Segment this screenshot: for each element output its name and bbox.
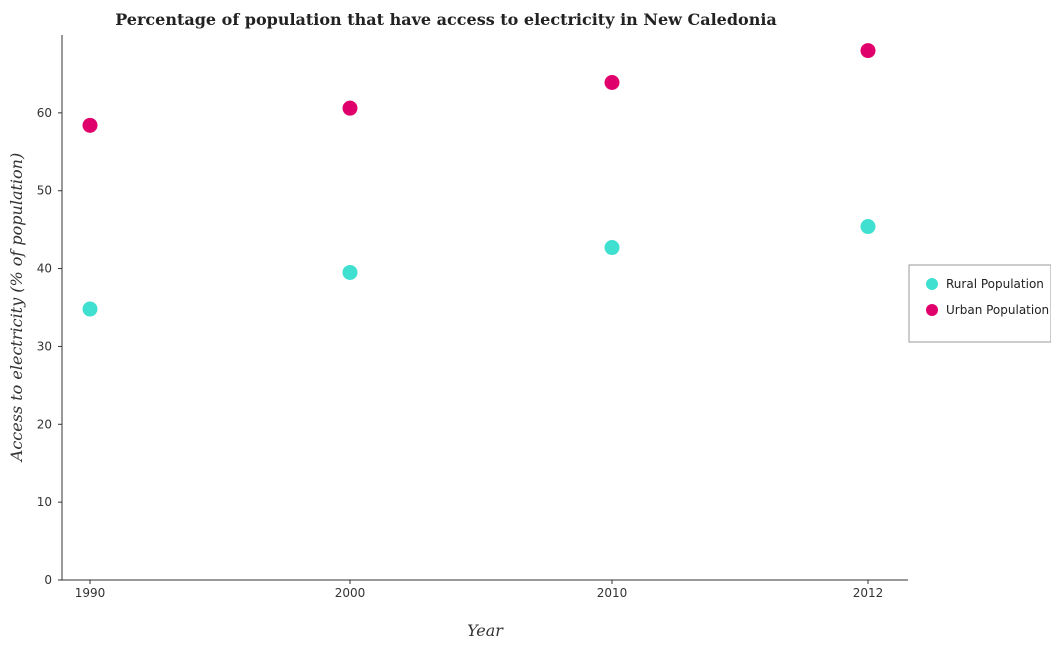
rural-point-2000 bbox=[342, 264, 358, 280]
urban-point-2000 bbox=[342, 100, 358, 116]
legend-label-urban: Urban Population bbox=[946, 303, 1049, 317]
y-tick-label: 30 bbox=[37, 339, 52, 353]
urban-point-1990 bbox=[82, 117, 98, 133]
y-ticks: 0 10 20 30 40 50 60 bbox=[37, 106, 62, 587]
urban-point-2012 bbox=[860, 43, 876, 59]
legend-box bbox=[908, 264, 1051, 343]
chart-title: Percentage of population that have acces… bbox=[115, 10, 777, 29]
x-ticks: 1990 2000 2010 2012 bbox=[75, 580, 884, 600]
data-points bbox=[82, 43, 876, 317]
rural-point-1990 bbox=[82, 301, 98, 317]
x-tick-label: 1990 bbox=[75, 586, 106, 600]
x-tick-label: 2000 bbox=[335, 586, 366, 600]
legend-marker-rural bbox=[926, 278, 938, 290]
y-tick-label: 60 bbox=[37, 106, 52, 120]
legend: Rural Population Urban Population bbox=[908, 264, 1051, 343]
x-axis-label: Year bbox=[467, 621, 504, 640]
rural-point-2012 bbox=[860, 219, 876, 235]
x-tick-label: 2012 bbox=[853, 586, 884, 600]
y-tick-label: 40 bbox=[37, 262, 52, 276]
y-axis-label: Access to electricity (% of population) bbox=[7, 153, 26, 463]
rural-point-2010 bbox=[604, 240, 620, 256]
y-tick-label: 50 bbox=[37, 184, 52, 198]
y-tick-label: 20 bbox=[37, 417, 52, 431]
urban-point-2010 bbox=[604, 74, 620, 90]
y-tick-label: 0 bbox=[44, 573, 52, 587]
legend-marker-urban bbox=[926, 304, 938, 316]
legend-label-rural: Rural Population bbox=[946, 277, 1044, 291]
y-tick-label: 10 bbox=[37, 495, 52, 509]
x-tick-label: 2010 bbox=[597, 586, 628, 600]
